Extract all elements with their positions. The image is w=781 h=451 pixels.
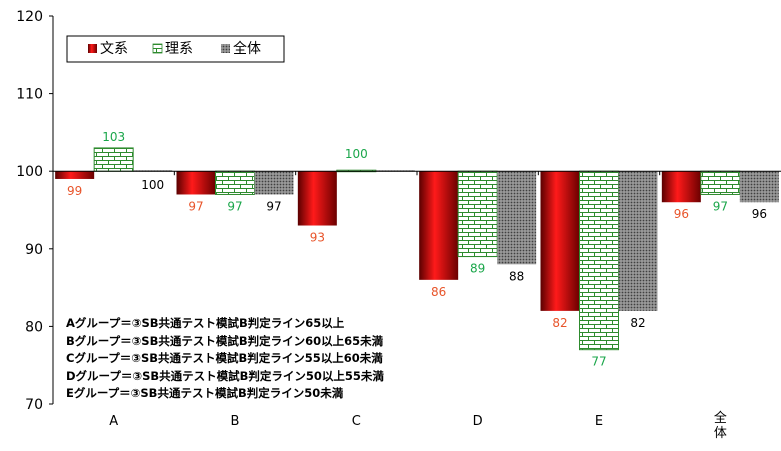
x-tick-label: C	[352, 414, 361, 429]
data-label: 97	[227, 199, 242, 213]
y-tick-label: 100	[16, 164, 43, 180]
legend-label-bunkei: 文系	[100, 41, 128, 57]
bar-bunkei	[661, 171, 701, 203]
data-label: 96	[752, 207, 767, 221]
legend-swatch-bunkei	[88, 44, 97, 53]
annotation-group-c: Cグループ＝③SB共通テスト模試B判定ライン55以上60未満	[66, 351, 383, 365]
group-definitions: Aグループ＝③SB共通テスト模試B判定ライン65以上 Bグループ＝③SB共通テス…	[66, 316, 384, 400]
data-label: 100	[141, 178, 164, 192]
data-label: 86	[431, 285, 446, 299]
x-tick-label: 全	[714, 410, 727, 426]
legend-swatch-rikei	[152, 43, 163, 54]
bar-zentai	[618, 171, 658, 311]
bar-rikei	[457, 170, 498, 258]
bar-zentai	[497, 171, 537, 265]
data-label: 97	[188, 199, 203, 213]
y-tick-label: 120	[16, 9, 43, 25]
value-labels-layer: 99 103 100 97 97 97 93 100 86 89 88 82 77 82 96 97 96	[67, 130, 767, 369]
bars-layer	[55, 147, 779, 351]
bar-rikei	[579, 170, 619, 351]
legend-swatch-zentai	[221, 44, 230, 53]
data-label: 100	[345, 147, 368, 161]
legend-label-zentai: 全体	[233, 40, 261, 57]
data-label: 96	[674, 207, 689, 221]
data-label: 89	[470, 262, 485, 276]
bar-rikei	[215, 170, 255, 195]
bar-bunkei	[176, 171, 216, 195]
bar-rikei	[700, 170, 741, 195]
data-label: 82	[630, 316, 645, 330]
data-label: 97	[266, 199, 281, 213]
data-label: 99	[67, 184, 82, 198]
x-tick-label: E	[595, 414, 603, 429]
x-tick-label: D	[473, 414, 483, 429]
bar-rikei	[93, 147, 134, 172]
data-label: 77	[591, 355, 606, 369]
legend-label-rikei: 理系	[165, 41, 193, 57]
annotation-group-d: Dグループ＝③SB共通テスト模試B判定ライン50以上55未満	[66, 369, 384, 383]
axes-layer: 70 80 90 100 110 120 A B C D E 全体	[16, 9, 727, 441]
legend-box	[66, 35, 285, 63]
data-label: 103	[102, 130, 125, 144]
y-tick-label: 70	[25, 397, 43, 413]
annotation-group-b: Bグループ＝③SB共通テスト模試B判定ライン60以上65未満	[66, 334, 384, 348]
x-tick-label: 体	[714, 426, 727, 441]
bar-bunkei	[297, 171, 337, 226]
x-tick-label: B	[231, 414, 240, 429]
data-label: 97	[713, 199, 728, 213]
bar-bunkei	[540, 171, 580, 311]
data-label: 82	[552, 316, 567, 330]
annotation-group-a: Aグループ＝③SB共通テスト模試B判定ライン65以上	[66, 316, 345, 330]
data-label: 88	[509, 269, 524, 283]
bar-zentai	[739, 171, 779, 203]
bar-bunkei	[55, 171, 95, 179]
y-tick-label: 90	[25, 242, 43, 258]
data-label: 93	[310, 231, 325, 245]
y-tick-label: 110	[16, 87, 43, 103]
bar-bunkei	[419, 171, 459, 280]
y-tick-label: 80	[25, 319, 43, 335]
legend: 文系 理系 全体	[66, 35, 285, 63]
x-tick-label: A	[109, 414, 118, 429]
annotation-group-e: Eグループ＝③SB共通テスト模試B判定ライン50未満	[66, 386, 344, 400]
bar-zentai	[254, 171, 294, 195]
